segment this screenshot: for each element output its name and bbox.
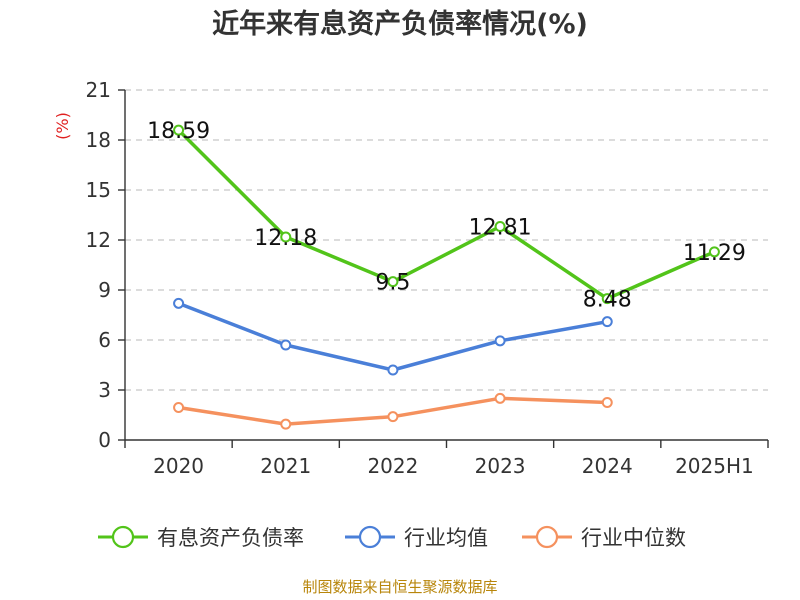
data-point — [387, 411, 399, 423]
legend-item-3[interactable]: 行业中位数 — [522, 525, 686, 550]
series-3 — [173, 392, 613, 430]
x-tick-label: 2023 — [475, 454, 526, 478]
data-point — [708, 246, 720, 258]
legend[interactable]: 有息资产负债率 行业均值 行业中位数 — [98, 525, 686, 550]
legend-item-2[interactable]: 行业均值 — [345, 525, 488, 550]
legend-swatch-marker — [358, 525, 382, 549]
axes: 0 3 6 9 12 15 18 21 2020 2021 2022 2023 2024 2025H1 — [86, 78, 769, 478]
data-point — [601, 293, 613, 305]
series-2 — [173, 297, 613, 376]
y-tick-label: 15 — [86, 178, 111, 202]
y-tick-label: 9 — [98, 278, 111, 302]
data-point — [280, 231, 292, 243]
data-label: 9.5 — [375, 271, 410, 296]
series — [173, 124, 720, 430]
x-tick-label: 2021 — [260, 454, 311, 478]
x-tick-label: 2020 — [153, 454, 204, 478]
data-point — [494, 221, 506, 232]
data-label: 8.48 — [583, 288, 632, 313]
y-tick-label: 18 — [86, 128, 111, 152]
x-tick-label: 2025H1 — [675, 454, 754, 478]
data-point — [494, 335, 506, 347]
legend-label: 有息资产负债率 — [157, 526, 304, 550]
gridlines — [125, 89, 768, 391]
legend-item-1[interactable]: 有息资产负债率 — [98, 525, 304, 550]
series-line — [176, 128, 717, 301]
chart-title: 近年来有息资产负债率情况(%) — [212, 8, 588, 40]
data-label: 11.29 — [683, 241, 746, 266]
series-line — [176, 301, 609, 372]
legend-swatch-marker — [111, 525, 135, 549]
data-point — [280, 339, 292, 351]
y-tick-label: 12 — [86, 228, 111, 252]
data-labels: 18.59 12.18 9.5 12.81 8.48 11.29 — [147, 119, 746, 312]
data-point — [387, 364, 399, 376]
data-point — [173, 297, 185, 309]
y-axis-unit: (%) — [53, 112, 72, 140]
y-tick-label: 21 — [86, 78, 111, 102]
source-note: 制图数据来自恒生聚源数据库 — [302, 578, 497, 596]
data-point — [601, 316, 613, 328]
data-point — [173, 124, 185, 136]
data-point — [173, 402, 185, 413]
legend-label: 行业中位数 — [581, 526, 686, 550]
series-1 — [173, 124, 720, 305]
data-label: 12.81 — [469, 216, 532, 241]
x-tick-label: 2024 — [582, 454, 633, 478]
legend-label: 行业均值 — [404, 526, 488, 550]
x-tick-label: 2022 — [367, 454, 418, 478]
data-point — [494, 392, 506, 404]
y-tick-label: 3 — [98, 378, 111, 402]
legend-swatch-marker — [535, 525, 559, 549]
data-point — [280, 418, 292, 430]
data-point — [601, 397, 613, 408]
y-tick-label: 6 — [98, 328, 111, 352]
data-label: 18.59 — [147, 119, 210, 144]
y-tick-label: 0 — [98, 428, 111, 452]
data-point — [387, 276, 399, 288]
data-label: 12.18 — [254, 226, 317, 251]
